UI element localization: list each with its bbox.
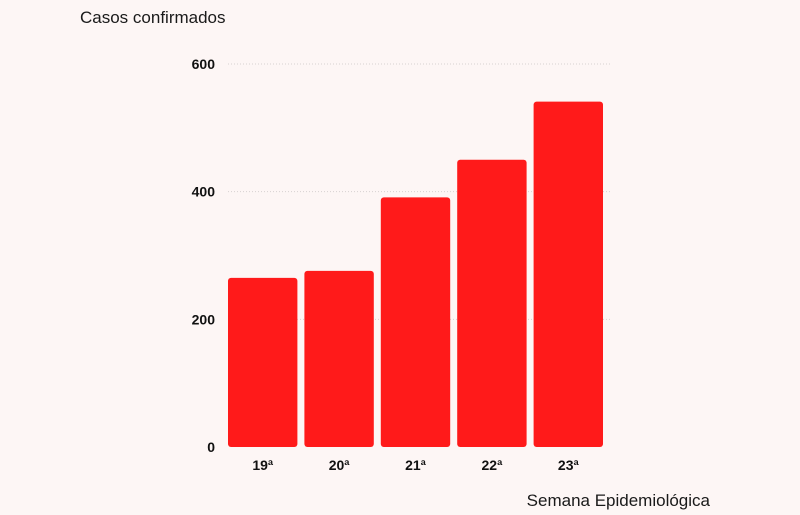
bars (228, 101, 603, 447)
y-axis-ticks: 0 200 400 600 (192, 56, 216, 455)
y-tick-label: 0 (207, 439, 215, 455)
x-axis-title: Semana Epidemiológica (527, 491, 711, 510)
x-tick-label: 21ª (405, 457, 427, 473)
x-tick-label: 23ª (558, 457, 580, 473)
bar (533, 101, 603, 447)
y-axis-title: Casos confirmados (80, 8, 226, 27)
y-tick-label: 200 (192, 311, 216, 327)
bar (457, 159, 527, 447)
bar (304, 270, 374, 447)
x-axis-ticks: 19ª 20ª 21ª 22ª 23ª (252, 457, 579, 473)
y-tick-label: 600 (192, 56, 216, 72)
x-tick-label: 22ª (482, 457, 504, 473)
x-tick-label: 19ª (252, 457, 274, 473)
y-tick-label: 400 (192, 184, 216, 200)
x-tick-label: 20ª (329, 457, 351, 473)
bar (228, 277, 298, 447)
bar (380, 197, 451, 447)
